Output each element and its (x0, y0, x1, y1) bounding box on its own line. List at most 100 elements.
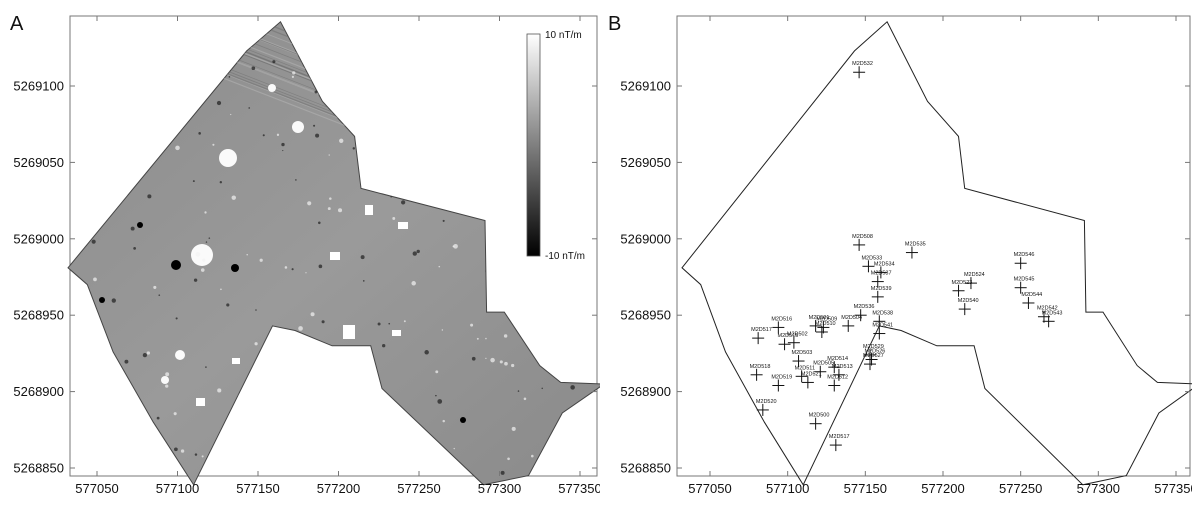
masked-patch (398, 222, 408, 229)
sample-label: M2D503 (792, 350, 813, 356)
anomaly-speck (325, 23, 327, 26)
anomaly-speck (478, 146, 483, 151)
anomaly-speck (313, 124, 316, 127)
anomaly-speck (453, 243, 458, 249)
anomaly-speck (521, 209, 524, 212)
anomaly-speck (441, 329, 444, 331)
anomaly-speck (576, 100, 578, 103)
anomaly-speck (204, 211, 207, 214)
anomaly-speck (170, 96, 175, 101)
anomaly-speck (226, 303, 230, 307)
anomaly-speck (396, 135, 399, 139)
anomaly-speck (511, 363, 515, 368)
anomaly-speck (573, 56, 579, 61)
anomaly-speck (360, 255, 365, 260)
survey-line (365, 21, 600, 195)
panel-b-axes: 577050 577100 577150 577200 577250 577300 5773… (620, 16, 1192, 496)
anomaly-speck (99, 379, 105, 385)
panel-b-svg: B M2D532M2D508M2D535M2D533M2D534M2D537M2… (608, 13, 1192, 496)
anomaly-speck (561, 169, 566, 174)
anomaly-speck (298, 442, 300, 445)
anomaly-speck (127, 115, 132, 120)
anomaly-speck (173, 412, 177, 416)
anomaly-speck (416, 249, 420, 254)
sample-label: M2D540 (958, 298, 979, 304)
anomaly-speck (254, 342, 258, 346)
anomaly-speck (201, 455, 204, 458)
x-tick-label: 577050 (688, 481, 731, 496)
anomaly-speck (395, 84, 397, 87)
y-tick-label: 5269000 (13, 231, 64, 246)
anomaly-speck (549, 203, 554, 208)
anomaly-speck (569, 66, 573, 70)
sample-label: M2D517 (829, 434, 850, 440)
anomaly-speck (242, 440, 245, 443)
panel-b-frame (676, 15, 1191, 477)
anomaly-speck (149, 154, 154, 159)
anomaly-speck (400, 85, 405, 90)
anomaly-speck (153, 285, 157, 289)
anomaly-speck (220, 288, 222, 291)
dark-anomaly (460, 417, 466, 423)
sample-label: M2D500 (809, 413, 830, 419)
anomaly-speck (165, 384, 169, 388)
anomaly-speck (158, 294, 161, 296)
anomaly-speck (339, 138, 344, 143)
anomaly-speck (581, 361, 586, 366)
x-tick-label: 577100 (156, 481, 199, 496)
anomaly-speck (218, 446, 223, 450)
anomaly-speck (216, 100, 222, 106)
masked-patch (388, 178, 410, 192)
anomaly-speck (193, 278, 198, 282)
sample-label: M2D539 (871, 286, 892, 292)
anomaly-speck (555, 21, 558, 23)
anomaly-speck (80, 283, 85, 288)
anomaly-speck (541, 387, 543, 390)
anomaly-speck (251, 66, 256, 71)
colorbar (526, 33, 541, 257)
sample-label: M2D505 (813, 361, 834, 367)
strong-anomaly (191, 244, 213, 266)
anomaly-speck (374, 86, 378, 90)
anomaly-speck (89, 175, 91, 178)
anomaly-speck (435, 370, 439, 374)
anomaly-speck (163, 21, 168, 24)
anomaly-speck (542, 365, 545, 368)
anomaly-speck (339, 433, 345, 439)
anomaly-speck (499, 360, 503, 364)
strong-anomaly (161, 376, 169, 384)
strong-anomaly (268, 84, 276, 92)
sample-label: M2D523 (952, 280, 973, 286)
anomaly-speck (133, 246, 136, 250)
anomaly-speck (137, 120, 140, 123)
anomaly-speck (291, 268, 294, 271)
anomaly-speck (421, 154, 426, 159)
panel-a-magnetic-map: A 10 nT/m -10 nT/m 577050 577100 577150 577… (10, 13, 600, 496)
anomaly-speck (395, 64, 397, 67)
x-tick-label: 577100 (766, 481, 809, 496)
dark-anomaly (99, 297, 105, 303)
sample-label: M2D536 (854, 304, 875, 310)
survey-line (315, 21, 600, 165)
anomaly-speck (318, 221, 321, 225)
panel-b-label: B (608, 13, 621, 35)
sample-label: M2D538 (872, 310, 893, 316)
anomaly-speck (248, 107, 251, 109)
y-tick-label: 5268850 (13, 461, 64, 476)
sample-label: M2D516 (771, 316, 792, 322)
anomaly-speck (322, 395, 326, 399)
anomaly-speck (145, 101, 150, 106)
anomaly-speck (329, 197, 332, 200)
x-tick-label: 577200 (317, 481, 360, 496)
anomaly-speck (246, 254, 248, 256)
sample-label: M2D513 (832, 364, 853, 370)
sample-label: M2D533 (861, 255, 882, 261)
strong-anomaly (292, 121, 304, 133)
sample-label: M2D518 (750, 364, 771, 370)
anomaly-speck (111, 298, 116, 303)
anomaly-speck (217, 460, 221, 464)
anomaly-speck (78, 242, 82, 246)
anomaly-speck (310, 312, 315, 317)
sample-label: M2D502 (787, 332, 808, 338)
sample-label: M2D517 (751, 327, 772, 333)
